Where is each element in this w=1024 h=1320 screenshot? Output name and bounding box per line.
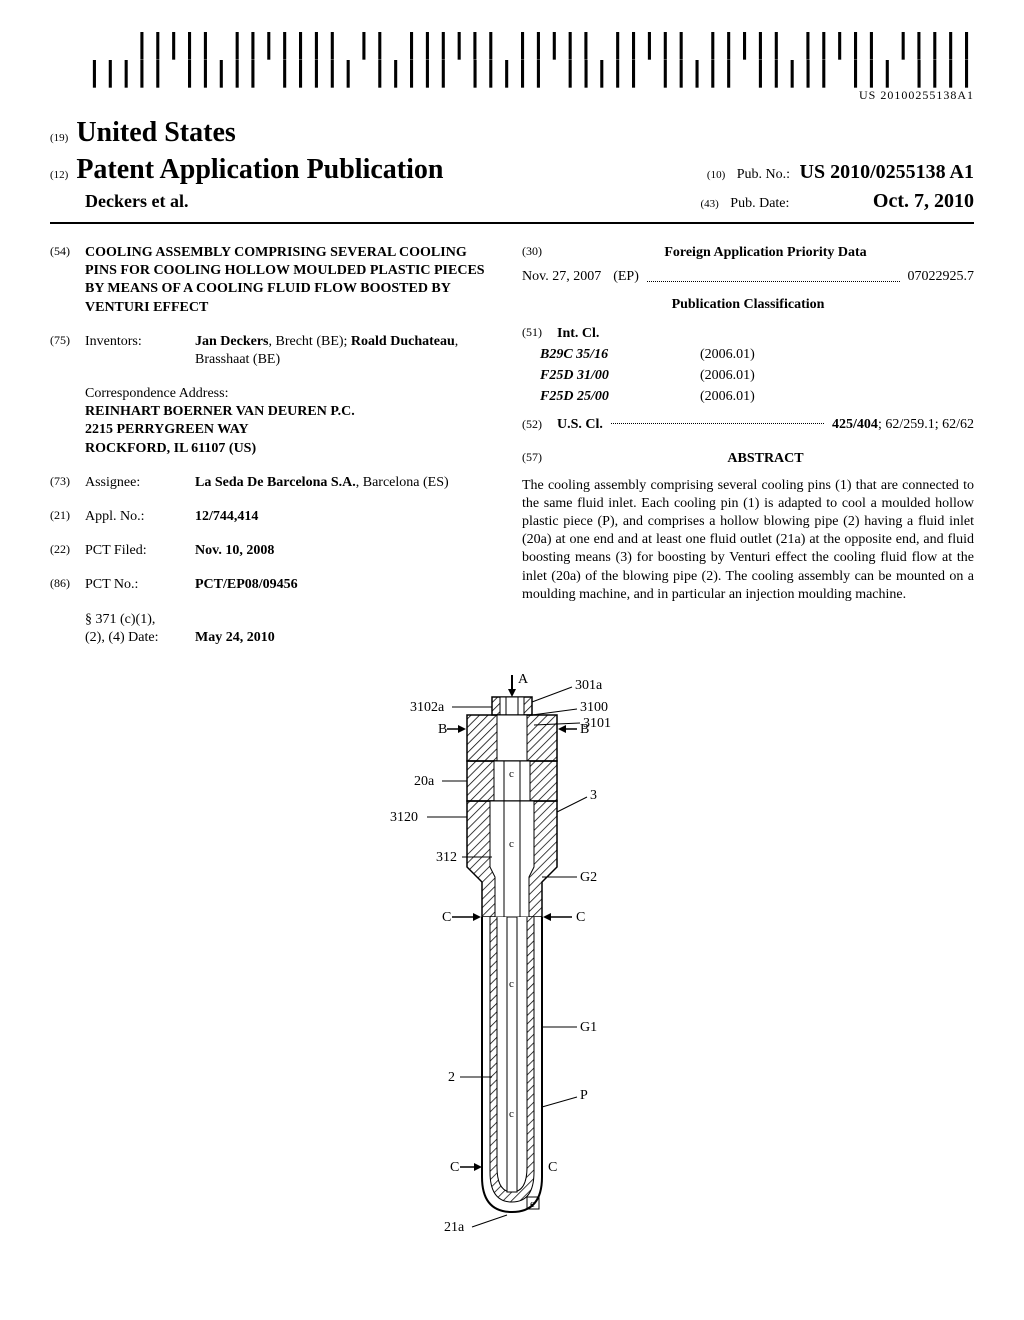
int-cl-item: B29C 35/16 (2006.01) [540, 346, 974, 364]
assignee-label: Assignee: [85, 474, 195, 492]
pct-no-label: PCT No.: [85, 576, 195, 594]
foreign-priority-row: Nov. 27, 2007 (EP) 07022925.7 [522, 268, 974, 286]
corr-label: Correspondence Address: [85, 385, 502, 403]
assignee-code: (73) [50, 474, 85, 492]
barcode-text: US 20100255138A1 [50, 88, 974, 104]
int-cl-item: F25D 31/00 (2006.01) [540, 367, 974, 385]
fig-label-A: A [518, 672, 529, 687]
barcode: ||||| ||||||| || |||||| ||||| ||||| ||||… [50, 30, 974, 104]
fig-label-e: e [530, 1198, 535, 1210]
fig-label-3101: 3101 [583, 716, 611, 731]
fig-label-c1: c [509, 768, 514, 780]
pct-filed-code: (22) [50, 542, 85, 560]
code-12: (12) [50, 168, 68, 182]
pct-filed: Nov. 10, 2008 [195, 542, 502, 560]
us-cl-code: (52) [522, 417, 557, 433]
abstract-code: (57) [522, 450, 557, 468]
correspondence-address: Correspondence Address: REINHART BOERNER… [85, 385, 502, 458]
barcode-lines: ||||| ||||||| || |||||| ||||| ||||| ||||… [50, 30, 974, 86]
fig-label-c4: c [509, 1108, 514, 1120]
appl-label: Appl. No.: [85, 508, 195, 526]
inventors-code: (75) [50, 333, 85, 369]
fig-label-2: 2 [448, 1070, 455, 1085]
fig-label-c2: c [509, 838, 514, 850]
publication-type: Patent Application Publication [76, 152, 443, 188]
invention-title: COOLING ASSEMBLY COMPRISING SEVERAL COOL… [85, 244, 502, 317]
code-43: (43) [700, 198, 718, 210]
fig-label-P: P [580, 1088, 588, 1103]
fig-label-3120: 3120 [390, 810, 418, 825]
foreign-code: (30) [522, 244, 557, 262]
title-code: (54) [50, 244, 85, 317]
section-label: § 371 (c)(1), [85, 611, 502, 629]
us-cl-label: U.S. Cl. [557, 416, 603, 434]
content-columns: (54) COOLING ASSEMBLY COMPRISING SEVERAL… [50, 244, 974, 647]
fig-label-20a: 20a [414, 774, 435, 789]
fig-label-C1: C [442, 910, 451, 925]
fig-label-3102a: 3102a [410, 700, 445, 715]
pub-no-label: Pub. No.: [737, 167, 790, 182]
fig-label-301a: 301a [575, 678, 603, 693]
abstract-label: ABSTRACT [557, 450, 974, 468]
foreign-no: 07022925.7 [908, 268, 975, 286]
country: United States [76, 115, 235, 151]
abstract-text: The cooling assembly comprising several … [522, 477, 974, 604]
figure-svg: A B B C C [332, 667, 692, 1247]
pct-no: PCT/EP08/09456 [195, 576, 502, 594]
assignee-value: La Seda De Barcelona S.A., Barcelona (ES… [195, 474, 502, 492]
dotted-leader [647, 264, 900, 282]
fig-label-312: 312 [436, 850, 457, 865]
left-column: (54) COOLING ASSEMBLY COMPRISING SEVERAL… [50, 244, 502, 647]
header: (19) United States (12) Patent Applicati… [50, 115, 974, 214]
section-date-label: (2), (4) Date: [85, 629, 195, 647]
foreign-date: Nov. 27, 2007 [522, 268, 601, 286]
pub-date-label: Pub. Date: [730, 196, 789, 211]
fig-label-C4: C [548, 1160, 557, 1175]
pub-date: Oct. 7, 2010 [873, 190, 974, 212]
fig-label-c3: c [509, 978, 514, 990]
int-cl-item: F25D 25/00 (2006.01) [540, 388, 974, 406]
fig-label-B1: B [438, 722, 447, 737]
appl-no: 12/744,414 [195, 508, 502, 526]
int-cl-list: B29C 35/16 (2006.01) F25D 31/00 (2006.01… [522, 346, 974, 407]
inventors-value: Jan Deckers, Brecht (BE); Roald Duchatea… [195, 333, 502, 369]
pct-no-code: (86) [50, 576, 85, 594]
us-cl-rest: ; 62/259.1; 62/62 [878, 416, 974, 434]
section-371: § 371 (c)(1), (2), (4) Date: May 24, 201… [85, 611, 502, 647]
fig-label-G2: G2 [580, 870, 597, 885]
int-cl-code: (51) [522, 325, 557, 343]
patent-figure: A B B C C [50, 667, 974, 1253]
fig-label-C3: C [450, 1160, 459, 1175]
us-cl-main: 425/404 [832, 416, 878, 434]
foreign-header: Foreign Application Priority Data [557, 244, 974, 262]
fig-label-C2: C [576, 910, 585, 925]
code-10: (10) [707, 169, 725, 181]
header-divider [50, 222, 974, 224]
fig-label-G1: G1 [580, 1020, 597, 1035]
fig-label-3: 3 [590, 788, 597, 803]
foreign-country: (EP) [613, 268, 639, 286]
section-date: May 24, 2010 [195, 629, 275, 647]
code-19: (19) [50, 131, 68, 145]
corr-name: REINHART BOERNER VAN DEUREN P.C. [85, 403, 502, 421]
appl-code: (21) [50, 508, 85, 526]
dotted-leader [611, 423, 824, 424]
pub-class-header: Publication Classification [522, 296, 974, 314]
corr-street: 2215 PERRYGREEN WAY [85, 421, 502, 439]
corr-city: ROCKFORD, IL 61107 (US) [85, 440, 502, 458]
int-cl-label: Int. Cl. [557, 325, 599, 343]
right-column: (30) Foreign Application Priority Data N… [522, 244, 974, 647]
inventors-label: Inventors: [85, 333, 195, 369]
fig-label-21a: 21a [444, 1220, 465, 1235]
fig-label-3100: 3100 [580, 700, 608, 715]
pct-filed-label: PCT Filed: [85, 542, 195, 560]
pub-no: US 2010/0255138 A1 [800, 161, 974, 183]
inventors-short: Deckers et al. [85, 190, 188, 213]
barcode-region: ||||| ||||||| || |||||| ||||| ||||| ||||… [50, 30, 974, 105]
